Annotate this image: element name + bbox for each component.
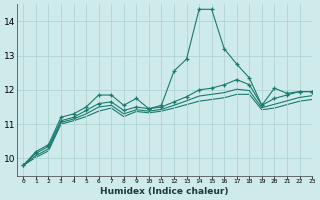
X-axis label: Humidex (Indice chaleur): Humidex (Indice chaleur) (100, 187, 229, 196)
